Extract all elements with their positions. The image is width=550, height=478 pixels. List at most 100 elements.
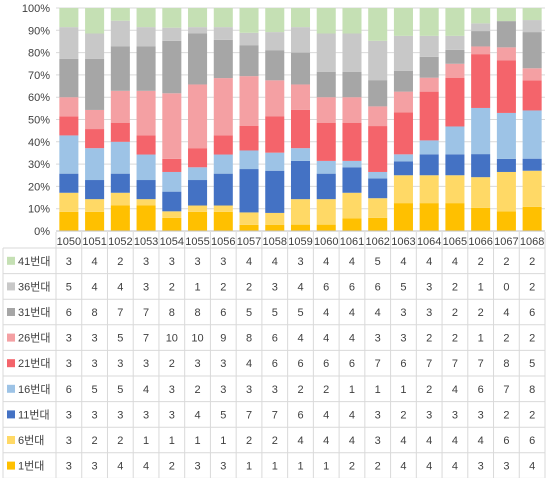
bar-segment <box>59 192 79 212</box>
table-cell-value: 8 <box>246 333 252 345</box>
table-cell-value: 4 <box>297 281 303 293</box>
table-cell-value: 3 <box>194 461 200 473</box>
bar-segment <box>316 173 336 200</box>
table-cell-value: 1 <box>169 435 175 447</box>
bar-segment <box>471 207 491 231</box>
bar-segment <box>342 8 362 34</box>
table-cell-value: 3 <box>143 256 149 268</box>
bar-segment <box>265 152 285 171</box>
bar-segment <box>522 20 542 33</box>
table-cell-value: 3 <box>117 358 123 370</box>
x-tick-label: 1055 <box>185 236 209 248</box>
bar-segment <box>59 173 79 193</box>
bar-segment <box>213 78 233 136</box>
bar-segment <box>496 21 516 48</box>
x-tick-label: 1058 <box>263 236 287 248</box>
bar-segment <box>239 150 259 170</box>
bar-segment <box>239 169 259 213</box>
table-cell-value: 3 <box>66 256 72 268</box>
table-cell-value: 4 <box>426 461 432 473</box>
table-cell-value: 3 <box>297 256 303 268</box>
bar-segment <box>445 35 465 50</box>
table-cell-value: 3 <box>375 333 381 345</box>
bar-segment <box>136 8 156 28</box>
legend-swatch <box>7 359 15 368</box>
bar-segment <box>136 180 156 200</box>
bar-segment <box>342 192 362 219</box>
y-tick-label: 10% <box>28 204 50 216</box>
bar-segment <box>213 8 233 28</box>
table-cell-value: 4 <box>375 307 381 319</box>
bars <box>59 8 542 231</box>
table-cell-value: 6 <box>400 358 406 370</box>
table-cell-value: 3 <box>92 409 98 421</box>
bar-segment <box>368 178 388 199</box>
table-cell-value: 5 <box>375 256 381 268</box>
bar-segment <box>471 154 491 178</box>
bar-segment <box>496 47 516 61</box>
legend-label: 26번대 <box>18 332 50 345</box>
x-tick-label: 1054 <box>160 236 184 248</box>
bar-segment <box>393 112 413 155</box>
table-cell-value: 7 <box>143 307 149 319</box>
bar-segment <box>393 91 413 113</box>
table-cell-value: 2 <box>529 333 535 345</box>
bar-segment <box>290 8 311 28</box>
x-tick-label: 1063 <box>391 236 415 248</box>
table-cell-value: 4 <box>194 409 200 421</box>
table-cell-value: 2 <box>375 461 381 473</box>
x-tick-label: 1056 <box>211 236 235 248</box>
table-cell-value: 4 <box>143 461 149 473</box>
x-tick-label: 1065 <box>443 236 467 248</box>
bar-segment <box>239 8 259 33</box>
table-cell-value: 3 <box>169 256 175 268</box>
bar-segment <box>110 141 130 174</box>
table-cell-value: 4 <box>426 256 432 268</box>
table-cell-value: 3 <box>66 409 72 421</box>
table-cell-value: 3 <box>220 256 226 268</box>
table-cell-value: 2 <box>503 409 509 421</box>
bar-segment <box>368 80 388 107</box>
table-cell-value: 2 <box>478 307 484 319</box>
bar-segment <box>290 109 311 149</box>
bar-segment <box>445 63 465 78</box>
bar-segment <box>445 49 465 64</box>
table-cell-value: 4 <box>452 384 458 396</box>
bar-segment <box>110 205 130 231</box>
table-cell-value: 2 <box>452 307 458 319</box>
bar-segment <box>496 171 516 212</box>
table-cell-value: 4 <box>117 461 123 473</box>
y-tick-label: 30% <box>28 159 50 171</box>
bar-segment <box>342 160 362 168</box>
legend-swatch <box>7 282 15 291</box>
table-cell-value: 4 <box>323 409 329 421</box>
table-cell-value: 6 <box>349 358 355 370</box>
x-tick-label: 1059 <box>288 236 312 248</box>
table-cell-value: 3 <box>66 333 72 345</box>
table-cell-value: 4 <box>400 435 406 447</box>
bar-segment <box>265 116 285 153</box>
table-cell-value: 4 <box>349 435 355 447</box>
legend-swatch <box>7 333 15 342</box>
bar-segment <box>368 171 388 179</box>
table-cell-value: 2 <box>452 281 458 293</box>
bar-segment <box>419 35 439 57</box>
table-cell-value: 7 <box>272 409 278 421</box>
table-cell-value: 6 <box>503 435 509 447</box>
bar-segment <box>290 148 311 161</box>
table-cell-value: 5 <box>66 281 72 293</box>
table-cell-value: 4 <box>323 333 329 345</box>
y-tick-label: 90% <box>28 25 50 37</box>
bar-segment <box>342 167 362 193</box>
bar-segment <box>393 70 413 92</box>
bar-segment <box>136 205 156 231</box>
legend-swatch <box>7 308 15 316</box>
bar-segment <box>496 8 516 22</box>
bar-segment <box>316 160 336 174</box>
table-cell-value: 3 <box>426 281 432 293</box>
table-cell-value: 4 <box>478 435 484 447</box>
table-cell-value: 1 <box>323 461 329 473</box>
bar-segment <box>239 212 259 225</box>
table-cell-value: 3 <box>143 281 149 293</box>
table-cell-value: 3 <box>426 409 432 421</box>
